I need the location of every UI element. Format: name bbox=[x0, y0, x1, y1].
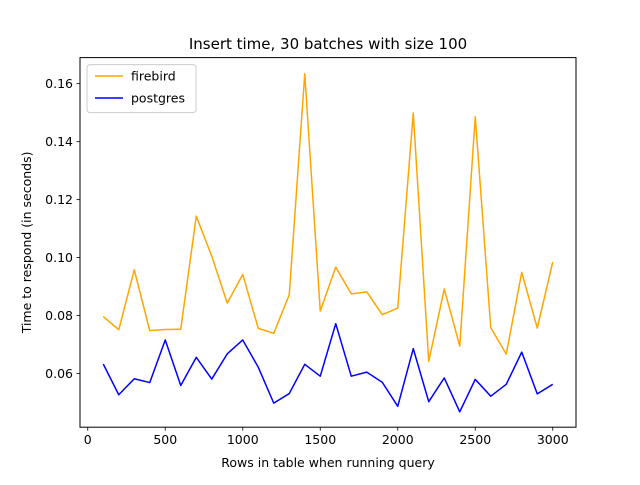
legend: firebird postgres bbox=[87, 65, 196, 113]
x-tick-label: 2500 bbox=[459, 432, 491, 447]
x-tick-label: 0 bbox=[84, 432, 92, 447]
y-tick-label: 0.08 bbox=[45, 308, 73, 323]
y-tick-label: 0.06 bbox=[45, 366, 73, 381]
legend-label-firebird: firebird bbox=[131, 69, 176, 84]
x-axis-label: Rows in table when running query bbox=[221, 455, 435, 470]
y-tick-label: 0.14 bbox=[45, 134, 73, 149]
x-tick-label: 1500 bbox=[304, 432, 336, 447]
y-tick-label: 0.10 bbox=[45, 250, 73, 265]
chart-title: Insert time, 30 batches with size 100 bbox=[189, 35, 467, 53]
x-tick-label: 3000 bbox=[537, 432, 569, 447]
y-axis-label: Time to respond (in seconds) bbox=[19, 152, 34, 335]
x-tick-label: 2000 bbox=[382, 432, 414, 447]
legend-label-postgres: postgres bbox=[131, 91, 185, 106]
x-tick-label: 500 bbox=[153, 432, 177, 447]
x-tick-label: 1000 bbox=[227, 432, 259, 447]
y-tick-label: 0.12 bbox=[45, 192, 73, 207]
y-tick-label: 0.16 bbox=[45, 76, 73, 91]
